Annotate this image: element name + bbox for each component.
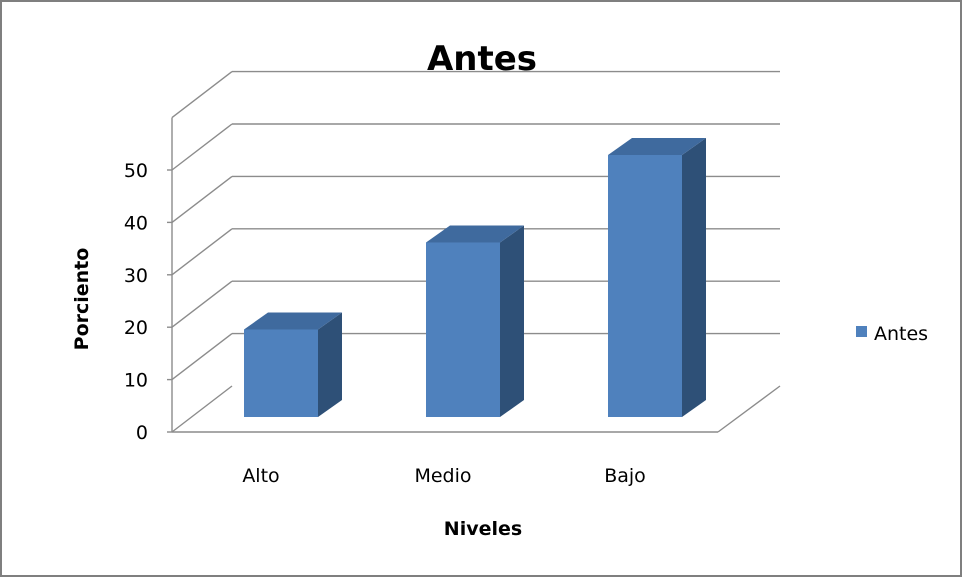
- bar-side: [500, 225, 524, 417]
- x-tick-label: Medio: [414, 465, 471, 487]
- y-tick-label: 30: [124, 265, 148, 287]
- gridline: [167, 123, 780, 171]
- bar-side: [318, 312, 342, 417]
- bar-top: [244, 312, 342, 330]
- y-tick-label: 40: [124, 212, 148, 234]
- bar-front: [244, 329, 318, 417]
- bar: [244, 312, 342, 417]
- x-tick-label: Alto: [242, 465, 279, 487]
- bar-front: [608, 155, 682, 417]
- x-axis-title: Niveles: [444, 518, 522, 540]
- y-tick-label: 20: [124, 317, 148, 339]
- y-tick-label: 0: [136, 422, 148, 444]
- bar: [426, 225, 524, 417]
- chart-title: Antes: [427, 39, 537, 79]
- bar-side: [682, 138, 706, 417]
- bar: [608, 138, 706, 417]
- y-tick-label: 10: [124, 370, 148, 392]
- x-tick-labels: Alto Medio Bajo: [242, 465, 645, 487]
- legend: Antes: [856, 323, 928, 345]
- bar-top: [426, 225, 524, 243]
- legend-swatch: [856, 326, 867, 337]
- legend-label: Antes: [874, 323, 928, 345]
- gridline: [167, 385, 233, 433]
- bar-front: [426, 242, 500, 417]
- x-tick-label: Bajo: [604, 465, 646, 487]
- bar-top: [608, 138, 706, 155]
- gridline: [171, 71, 233, 119]
- y-tick-label: 50: [124, 160, 148, 182]
- y-axis-title: Porciento: [71, 248, 93, 351]
- bars: [244, 138, 706, 417]
- floor-side-edge: [717, 385, 781, 433]
- y-tick-labels: 0 10 20 30 40 50: [124, 160, 148, 444]
